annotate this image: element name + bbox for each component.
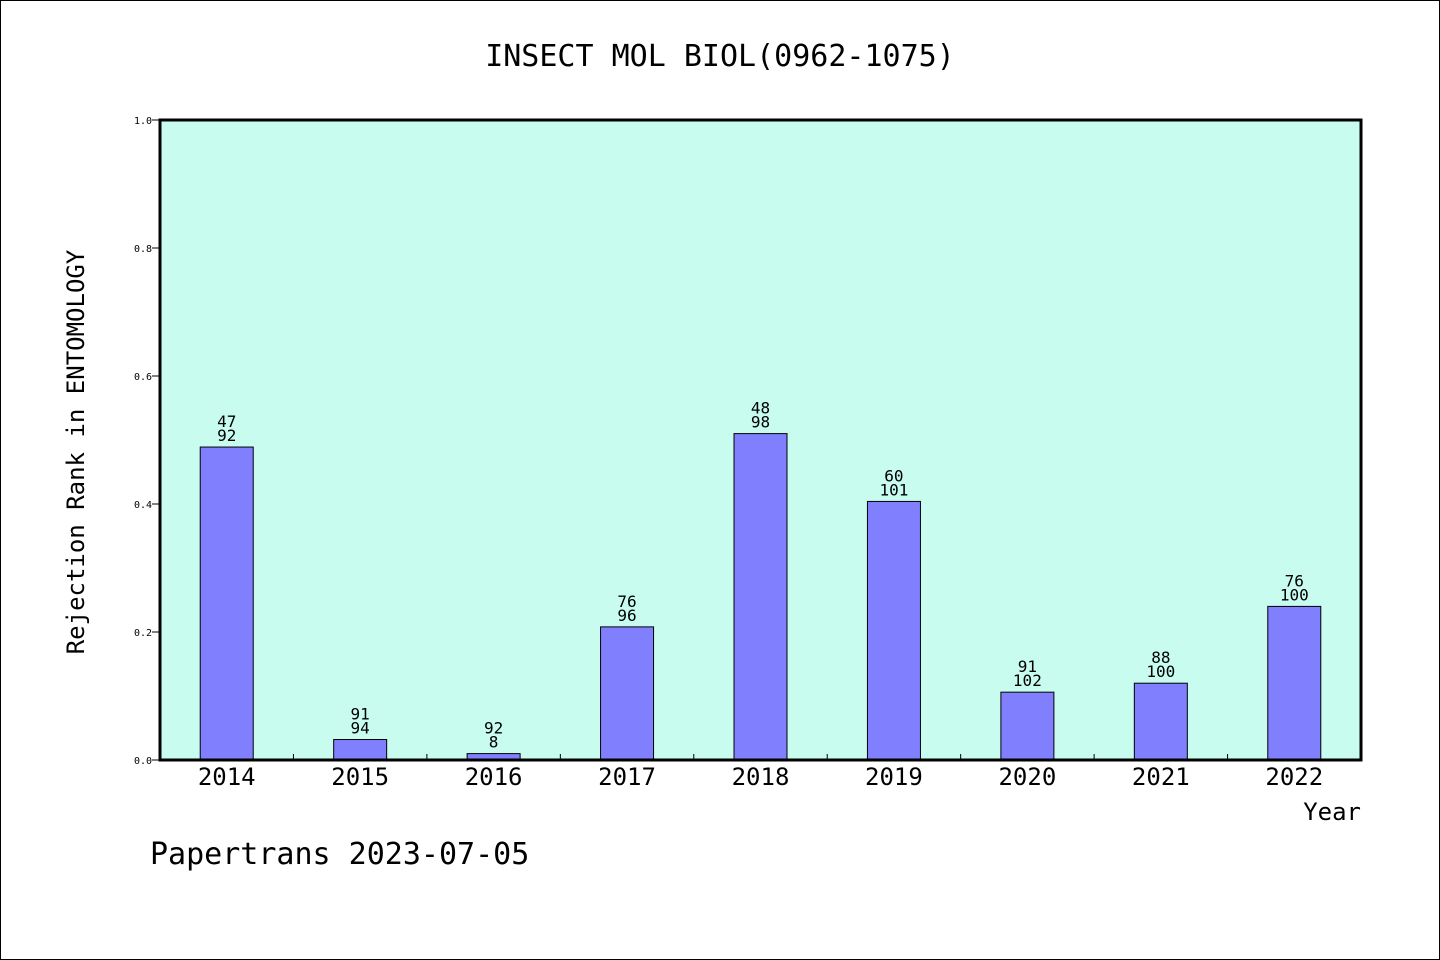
x-tick-label: 2018 bbox=[732, 763, 790, 791]
rank-label: 91 bbox=[1018, 657, 1037, 676]
x-tick-label: 2016 bbox=[465, 763, 523, 791]
bar bbox=[866, 500, 921, 761]
y-tick-label: 0.8 bbox=[134, 244, 152, 255]
bars-group bbox=[199, 433, 1322, 761]
x-tick-label: 2014 bbox=[198, 763, 256, 791]
total-label: 92 bbox=[217, 426, 236, 445]
y-axis-label: Rejection Rank in ENTOMOLOGY bbox=[62, 249, 90, 654]
y-axis-ticks: 0.0 0.2 0.4 0.6 0.8 1.0 bbox=[134, 116, 160, 767]
y-tick-label: 0.0 bbox=[134, 756, 152, 767]
y-tick-label: 1.0 bbox=[134, 116, 152, 127]
footer-text: Papertrans 2023-07-05 bbox=[150, 837, 529, 872]
bar bbox=[1267, 605, 1322, 761]
x-tick-label: 2019 bbox=[865, 763, 923, 791]
x-tick-label: 2015 bbox=[331, 763, 389, 791]
x-axis-label: Year bbox=[1303, 798, 1361, 826]
rank-label: 76 bbox=[617, 592, 636, 611]
x-tick-label: 2022 bbox=[1265, 763, 1323, 791]
bar bbox=[199, 446, 254, 761]
y-tick-label: 0.4 bbox=[134, 500, 152, 511]
y-tick-label: 0.2 bbox=[134, 628, 152, 639]
rank-label: 47 bbox=[217, 412, 236, 431]
bar bbox=[733, 433, 788, 761]
x-tick-label: 2021 bbox=[1132, 763, 1190, 791]
bar bbox=[600, 626, 655, 761]
total-label: 102 bbox=[1013, 671, 1042, 690]
bar bbox=[1000, 691, 1055, 761]
total-label: 101 bbox=[879, 480, 908, 499]
y-tick-label: 0.6 bbox=[134, 372, 152, 383]
total-label: 100 bbox=[1146, 662, 1175, 681]
x-axis-ticks: 2014 2015 2016 2017 2018 2019 2020 2021 2022 bbox=[198, 754, 1323, 791]
total-label: 96 bbox=[617, 606, 636, 625]
rank-label: 91 bbox=[351, 705, 370, 724]
rank-label: 92 bbox=[484, 719, 503, 738]
bar bbox=[333, 739, 388, 761]
plot-border bbox=[158, 118, 1363, 762]
chart-title: INSECT MOL BIOL(0962-1075) bbox=[485, 39, 955, 74]
rank-label: 48 bbox=[751, 399, 770, 418]
total-label: 94 bbox=[351, 719, 370, 738]
total-label: 98 bbox=[751, 413, 770, 432]
rank-label: 60 bbox=[884, 466, 903, 485]
total-label: 8 bbox=[489, 733, 499, 752]
x-tick-label: 2020 bbox=[998, 763, 1056, 791]
rank-label: 88 bbox=[1151, 648, 1170, 667]
bar bbox=[1133, 682, 1188, 761]
total-label: 100 bbox=[1280, 585, 1309, 604]
rank-label: 76 bbox=[1285, 571, 1304, 590]
x-tick-label: 2017 bbox=[598, 763, 656, 791]
